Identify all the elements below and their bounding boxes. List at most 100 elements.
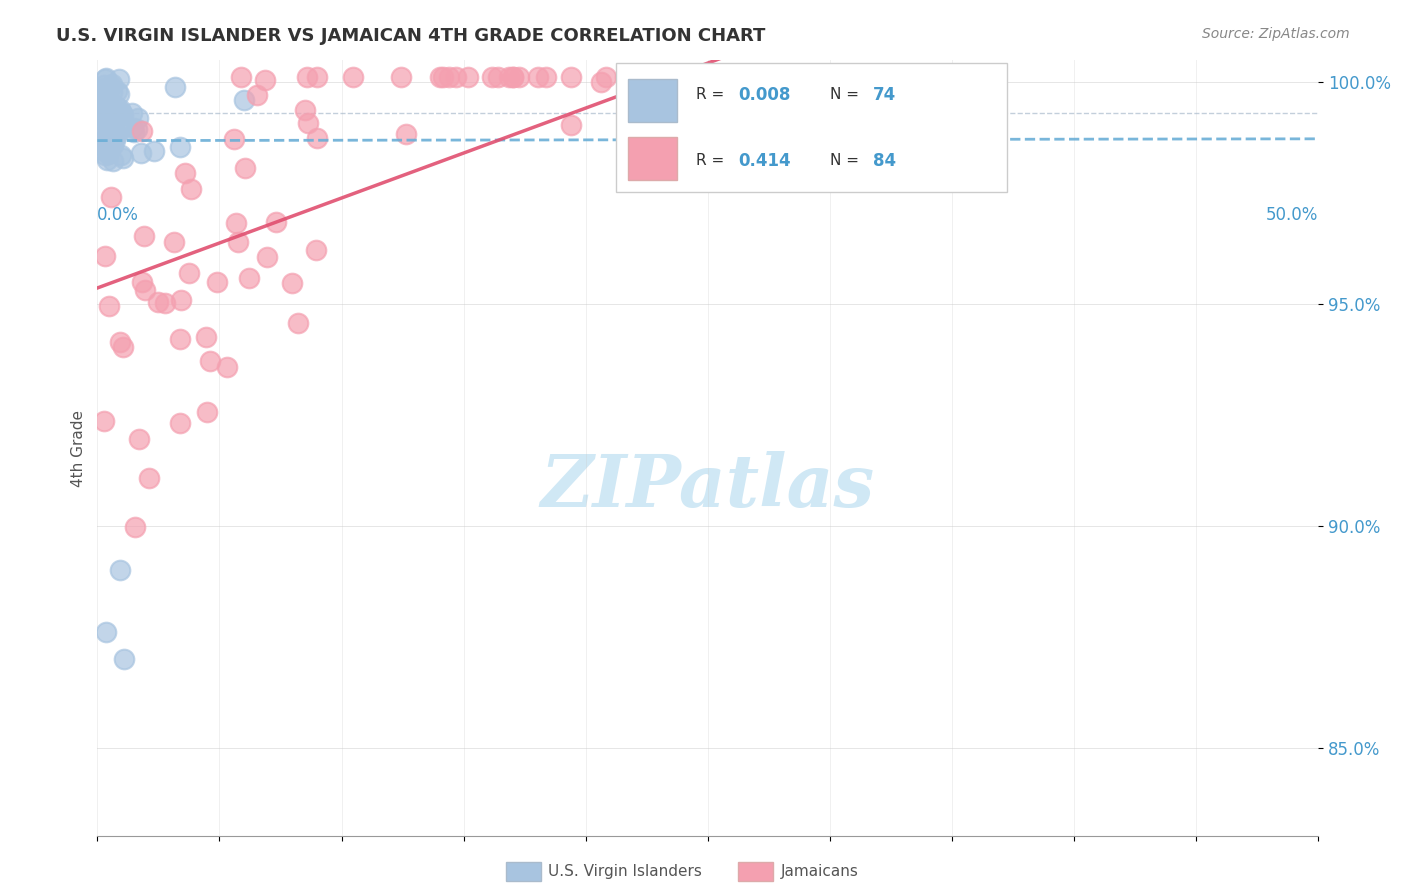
FancyBboxPatch shape [616,63,1007,192]
Point [97,121,120,136]
Point [294,103,316,117]
Point [122,121,145,136]
Point [169,140,191,154]
Point [437,70,460,85]
Point [287,316,309,330]
Point [342,70,364,85]
Point [131,123,153,137]
Point [153,296,176,310]
Point [295,70,318,85]
Point [429,70,451,85]
Point [169,332,191,346]
Point [108,102,131,116]
Point [238,270,260,285]
Point [93,71,115,86]
Point [232,93,254,107]
Point [169,417,191,431]
Point [110,334,132,349]
Point [124,124,146,138]
Point [614,70,637,85]
Point [111,340,134,354]
Text: R =: R = [696,87,728,102]
Point [481,70,503,85]
Point [105,107,128,121]
Point [94,625,117,640]
Point [560,118,582,132]
Point [96,153,118,168]
Point [108,87,131,101]
Point [783,70,806,85]
Point [125,122,148,136]
Point [146,294,169,309]
Point [281,276,304,290]
Point [591,75,613,89]
Point [769,70,792,85]
Point [254,72,277,87]
Point [173,166,195,180]
Point [96,137,118,152]
Point [104,111,127,125]
Point [97,146,120,161]
Text: ZIPatlas: ZIPatlas [541,451,875,523]
Point [89,83,111,97]
Point [669,70,692,85]
Point [93,413,115,427]
Point [93,112,115,126]
Point [395,127,418,141]
Text: 0.414: 0.414 [738,152,792,169]
Text: 84: 84 [873,152,896,169]
Point [105,104,128,119]
Point [929,70,952,85]
Point [134,283,156,297]
Point [100,135,122,149]
Point [651,70,673,85]
Point [305,70,328,85]
Point [100,85,122,99]
Text: 50.0%: 50.0% [1265,206,1319,224]
Point [97,141,120,155]
Point [630,70,652,85]
Point [98,125,121,139]
Point [502,70,524,85]
Point [297,116,319,130]
Point [217,359,239,374]
Point [389,70,412,85]
Point [121,106,143,120]
Point [129,145,152,160]
Point [93,249,115,263]
Point [90,96,112,111]
Text: 74: 74 [873,86,896,103]
FancyBboxPatch shape [628,79,678,121]
Point [93,90,115,104]
Point [709,70,731,85]
Text: N =: N = [830,153,863,168]
Point [112,652,135,666]
Point [432,70,454,85]
Point [97,137,120,152]
Point [105,99,128,113]
Point [170,293,193,308]
Point [111,106,134,120]
Point [111,151,134,165]
Text: Source: ZipAtlas.com: Source: ZipAtlas.com [1202,27,1350,41]
Point [91,81,114,95]
Point [97,142,120,156]
Y-axis label: 4th Grade: 4th Grade [72,409,86,486]
Point [486,70,509,85]
Point [444,70,467,85]
Point [124,520,146,534]
Point [104,126,127,140]
Point [89,108,111,122]
Point [101,138,124,153]
Point [97,82,120,96]
Point [96,96,118,111]
Point [111,108,134,122]
Point [305,131,328,145]
Point [108,71,131,86]
Point [91,134,114,148]
Text: N =: N = [830,87,863,102]
Point [98,117,121,131]
Point [97,98,120,112]
Point [89,96,111,111]
Point [536,70,558,85]
